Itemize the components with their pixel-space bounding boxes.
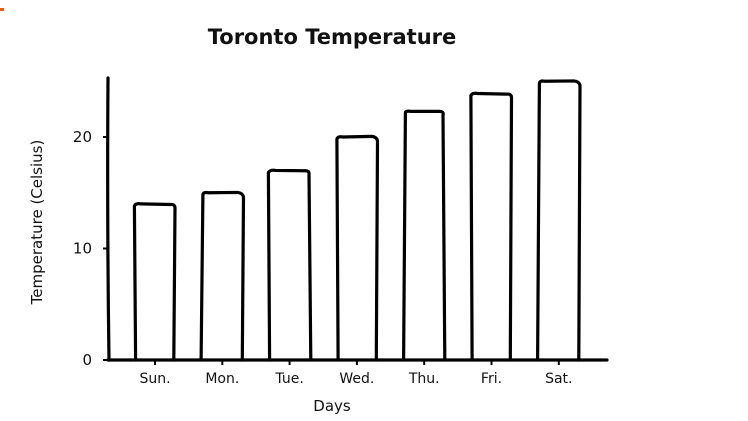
x-tick-label-fri: Fri. xyxy=(481,371,502,387)
labels-layer: 0 10 20 Sun. Mon. Tue. Wed. Thu. Fri. Sat. xyxy=(73,128,573,387)
bar-sat xyxy=(536,79,582,362)
y-tick-label-0: 0 xyxy=(82,351,92,369)
x-tick-label-wed: Wed. xyxy=(339,371,374,387)
bar-tue xyxy=(266,168,313,362)
y-tick-label-10: 10 xyxy=(73,240,92,258)
x-tick-label-thu: Thu. xyxy=(408,371,440,387)
x-tick-label-sun: Sun. xyxy=(139,371,170,387)
x-tick-label-tue: Tue. xyxy=(274,371,303,387)
y-tick-label-20: 20 xyxy=(73,128,92,146)
bars-layer xyxy=(132,79,582,362)
x-axis-label: Days xyxy=(313,397,351,415)
bar-mon xyxy=(199,190,246,362)
y-axis-label: Temperature (Celsius) xyxy=(28,140,46,306)
x-tick-label-sat: Sat. xyxy=(545,371,572,387)
bar-fri xyxy=(469,91,514,362)
x-axis-line xyxy=(106,358,609,363)
x-tick-label-mon: Mon. xyxy=(205,371,239,387)
y-axis-line xyxy=(106,76,111,362)
axes-layer xyxy=(103,76,609,365)
bar-wed xyxy=(335,134,380,362)
bar-thu xyxy=(402,109,447,362)
corner-mark xyxy=(0,8,4,11)
chart-title: Toronto Temperature xyxy=(208,25,457,49)
bar-sun xyxy=(132,202,177,362)
